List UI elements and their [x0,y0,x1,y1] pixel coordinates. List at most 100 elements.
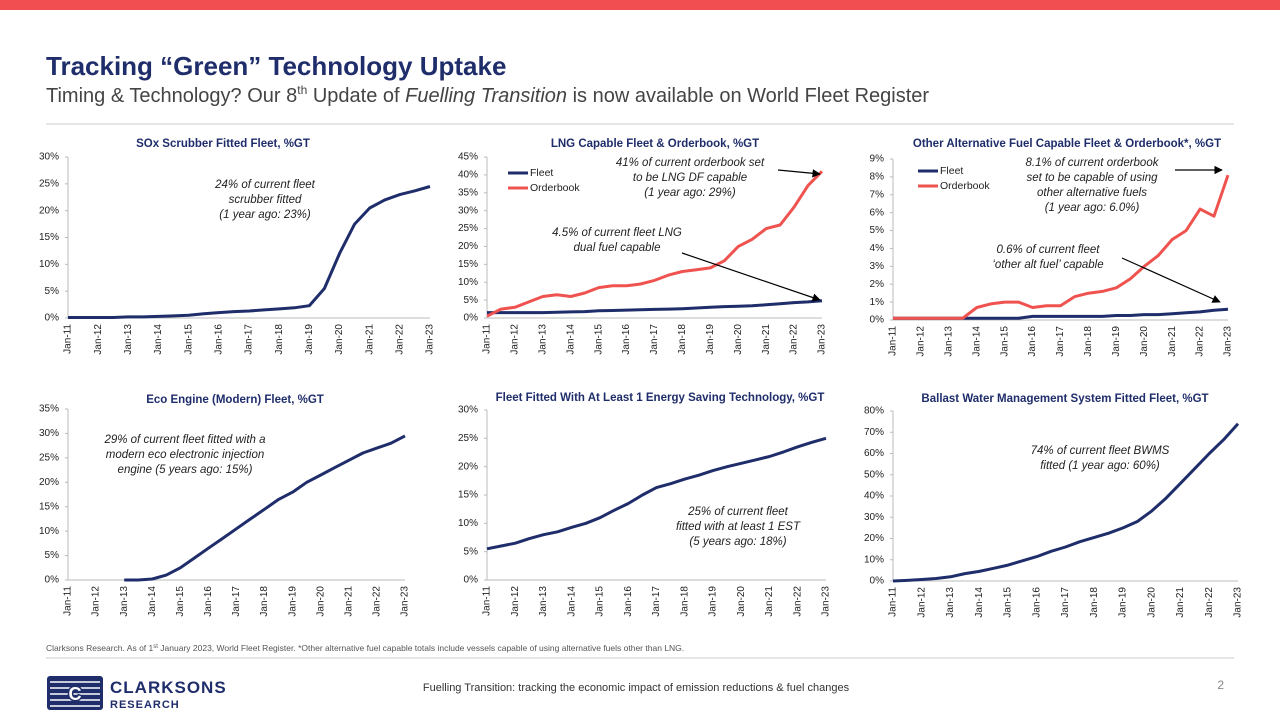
x-tick-label: Jan-12 [916,587,927,618]
y-tick-label: 20% [39,477,59,488]
logo-badge [47,676,103,710]
logo-name: CLARKSONS [110,678,227,697]
x-tick-label: Jan-14 [565,324,576,355]
annotation: 0.6% of current fleet ‘other alt fuel’ ca… [992,244,1103,271]
subtitle-part: Timing & Technology? Our 8 [46,85,297,107]
x-tick-label: Jan-20 [1146,587,1157,618]
x-tick-label: Jan-22 [394,324,405,355]
annotation: 24% of current fleet scrubber fitted (1 ye… [214,179,316,221]
annotation-line: 8.1% of current orderbook [1026,157,1160,169]
x-tick-label: Jan-22 [1204,587,1215,618]
x-tick-label: Jan-14 [147,586,158,617]
x-tick-label: Jan-11 [482,324,493,354]
annotation: 25% of current fleet fitted with at least… [676,506,801,548]
x-tick-label: Jan-17 [649,324,660,355]
chart-title: Fleet Fitted With At Least 1 Energy Savi… [496,392,825,404]
x-tick-label: Jan-18 [679,586,690,617]
footnote-part: January 2023, World Fleet Register. *Oth… [158,643,684,653]
x-tick-label: Jan-17 [1060,587,1071,618]
footnote-sup: st [153,644,158,650]
x-tick-label: Jan-17 [244,324,255,355]
annotation-line: dual fuel capable [574,242,661,254]
y-tick-label: 15% [458,490,478,501]
legend-label: Fleet [940,165,963,177]
annotation-line: (5 years ago: 18%) [689,536,786,548]
annotation: 74% of current fleet BWMS fitted (1 year … [1031,445,1170,472]
x-tick-label: Jan-20 [736,586,747,617]
x-tick-label: Jan-19 [287,586,298,617]
x-tick-label: Jan-12 [510,324,521,355]
x-tick-label: Jan-12 [916,326,927,357]
x-tick-label: Jan-18 [1083,326,1094,357]
x-tick-label: Jan-15 [595,586,606,617]
slide-title: Tracking “Green” Technology Uptake [46,51,506,81]
annotation-line: (1 year ago: 23%) [219,209,311,221]
x-tick-label: Jan-17 [651,586,662,617]
x-tick-label: Jan-23 [400,586,411,617]
x-tick-label: Jan-14 [153,324,164,355]
y-tick-label: 6% [870,207,885,218]
x-tick-label: Jan-19 [304,324,315,355]
y-tick-label: 35% [458,187,478,198]
y-tick-label: 9% [870,154,885,165]
x-tick-label: Jan-22 [792,586,803,617]
y-tick-label: 10% [39,259,59,270]
legend-label: Orderbook [940,180,990,192]
x-tick-label: Jan-11 [888,326,899,356]
x-tick-label: Jan-13 [945,587,956,618]
y-tick-label: 20% [458,461,478,472]
x-tick-label: Jan-13 [943,326,954,357]
x-tick-label: Jan-20 [1139,326,1150,357]
y-tick-label: 7% [870,189,885,200]
top-bar [0,0,1280,10]
y-tick-label: 4% [870,243,885,254]
x-tick-label: Jan-21 [343,586,354,617]
x-tick-label: Jan-16 [1027,326,1038,357]
x-tick-label: Jan-20 [315,586,326,617]
annotation-line: set to be capable of using [1026,172,1158,184]
x-tick-label: Jan-15 [1003,587,1014,618]
y-tick-label: 25% [39,452,59,463]
y-tick-label: 20% [39,205,59,216]
annotation: 29% of current fleet fitted with a modern… [103,434,265,476]
y-tick-label: 20% [864,533,884,544]
y-tick-label: 5% [464,546,479,557]
y-tick-label: 10% [864,554,884,565]
chart-title: Other Alternative Fuel Capable Fleet & O… [913,138,1221,150]
x-tick-label: Jan-16 [621,324,632,355]
x-tick-label: Jan-13 [537,324,548,355]
y-tick-label: 30% [39,428,59,439]
x-tick-label: Jan-23 [425,324,436,355]
annotation-arrow [777,169,821,178]
chart-title: Ballast Water Management System Fitted F… [921,393,1208,405]
y-tick-label: 10% [458,277,478,288]
x-tick-label: Jan-23 [817,324,828,355]
x-tick-label: Jan-15 [999,326,1010,357]
annotation-line: engine (5 years ago: 15%) [118,464,253,476]
y-tick-label: 80% [864,406,884,417]
data-line [124,434,406,582]
x-tick-label: Jan-18 [259,586,270,617]
annotation-line: 24% of current fleet [214,179,316,191]
chart-title: SOx Scrubber Fitted Fleet, %GT [136,138,310,150]
data-line [486,436,827,551]
annotation: 41% of current orderbook set to be LNG DF… [616,157,765,199]
x-tick-label: Jan-15 [593,324,604,355]
logo-mark: C [69,684,82,704]
x-tick-label: Jan-21 [364,324,375,355]
x-tick-label: Jan-12 [510,586,521,617]
annotation-line: modern eco electronic injection [106,449,265,461]
annotation-arrow [1121,257,1221,303]
annotation-line: 0.6% of current fleet [997,244,1101,256]
x-tick-label: Jan-21 [764,586,775,617]
data-line [486,170,824,318]
annotation-line: fitted with at least 1 EST [676,521,801,533]
y-tick-label: 30% [864,512,884,523]
x-tick-label: Jan-23 [1233,587,1244,618]
x-tick-label: Jan-19 [1118,587,1129,618]
y-tick-label: 3% [870,261,885,272]
data-line [68,185,431,319]
y-tick-label: 10% [39,526,59,537]
chart-title: Eco Engine (Modern) Fleet, %GT [146,394,324,406]
x-tick-label: Jan-17 [1055,326,1066,357]
